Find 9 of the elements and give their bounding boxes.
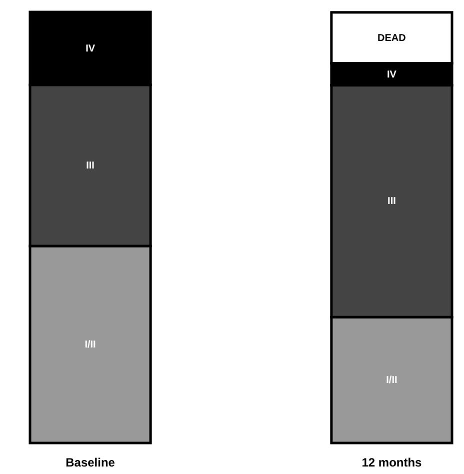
x-tick-label: 12 months	[362, 456, 422, 470]
text: IV	[86, 43, 96, 54]
text: I/II	[84, 340, 96, 351]
series-label: IV	[386, 69, 397, 80]
series-label: DEAD	[378, 32, 406, 44]
x-tick-label: Baseline	[66, 456, 116, 470]
text: III	[388, 196, 396, 208]
series-label: III	[86, 160, 95, 172]
series-label: I/II	[386, 375, 398, 386]
